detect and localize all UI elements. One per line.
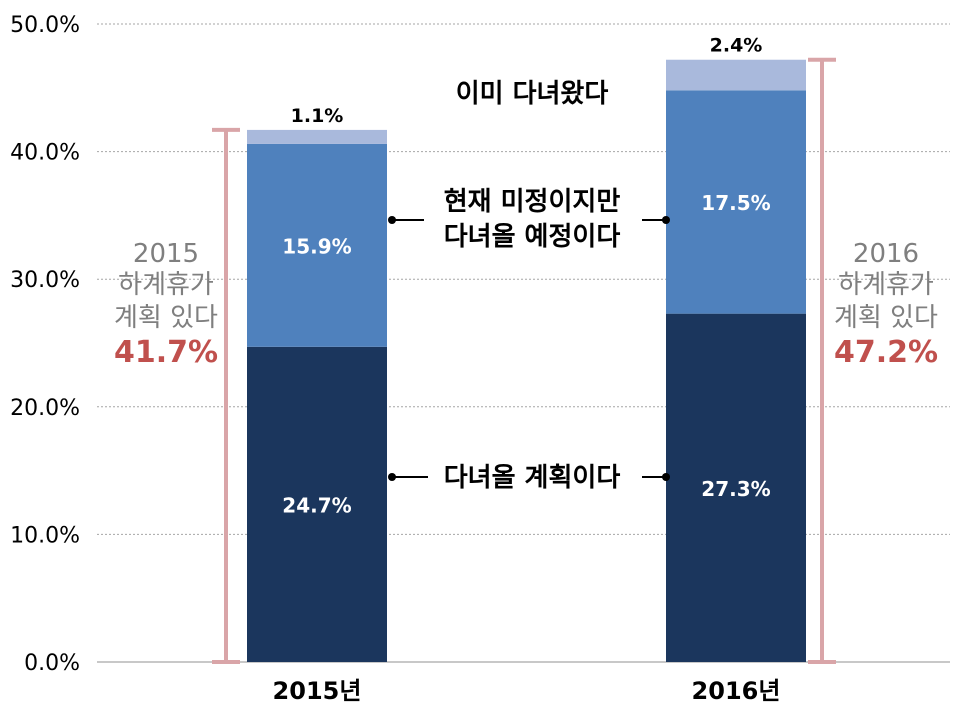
x-tick-label: 2016년 — [692, 677, 781, 705]
y-tick-label: 10.0% — [10, 523, 80, 548]
total-desc-label: 하계휴가 — [838, 270, 934, 300]
total-year-label: 2015 — [133, 239, 199, 269]
total-desc-label: 계획 있다 — [114, 303, 218, 333]
series-label-undecided: 현재 미정이지만 — [444, 187, 621, 217]
total-desc-label: 하계휴가 — [118, 270, 214, 300]
gridlines: 0.0% 10.0% 20.0% 30.0% 40.0% 50.0% — [10, 13, 950, 676]
leader-dot — [388, 473, 396, 481]
data-label: 2.4% — [710, 35, 763, 57]
x-tick-label: 2015년 — [273, 677, 362, 705]
data-label: 27.3% — [701, 477, 770, 501]
bar-segment — [666, 313, 806, 662]
total-year-label: 2016 — [853, 239, 919, 269]
y-tick-label: 20.0% — [10, 396, 80, 421]
series-label-planned: 다녀올 계획이다 — [444, 463, 621, 493]
total-value-label: 47.2% — [834, 335, 938, 370]
leader-dot — [662, 473, 670, 481]
data-label: 17.5% — [701, 191, 770, 215]
bar-segment — [666, 59, 806, 91]
y-tick-label: 30.0% — [10, 268, 80, 293]
data-label: 15.9% — [282, 234, 351, 258]
bar-segment — [247, 143, 387, 347]
bars: 24.7% 15.9% 1.1% 2015년 27.3% 17.5% 2.4% 2016년 — [247, 35, 806, 705]
data-label: 24.7% — [282, 493, 351, 517]
leader-dot — [662, 216, 670, 224]
total-desc-label: 계획 있다 — [834, 303, 938, 333]
y-tick-label: 0.0% — [24, 651, 80, 676]
data-label: 1.1% — [291, 105, 344, 127]
bar-segment — [666, 90, 806, 314]
total-value-label: 41.7% — [114, 335, 218, 370]
bar-segment — [247, 346, 387, 662]
series-label-already: 이미 다녀왔다 — [456, 79, 609, 109]
series-label-undecided: 다녀올 예정이다 — [444, 222, 621, 252]
y-tick-label: 50.0% — [10, 13, 80, 38]
y-tick-label: 40.0% — [10, 141, 80, 166]
bar-segment — [247, 129, 387, 144]
leader-dot — [388, 216, 396, 224]
